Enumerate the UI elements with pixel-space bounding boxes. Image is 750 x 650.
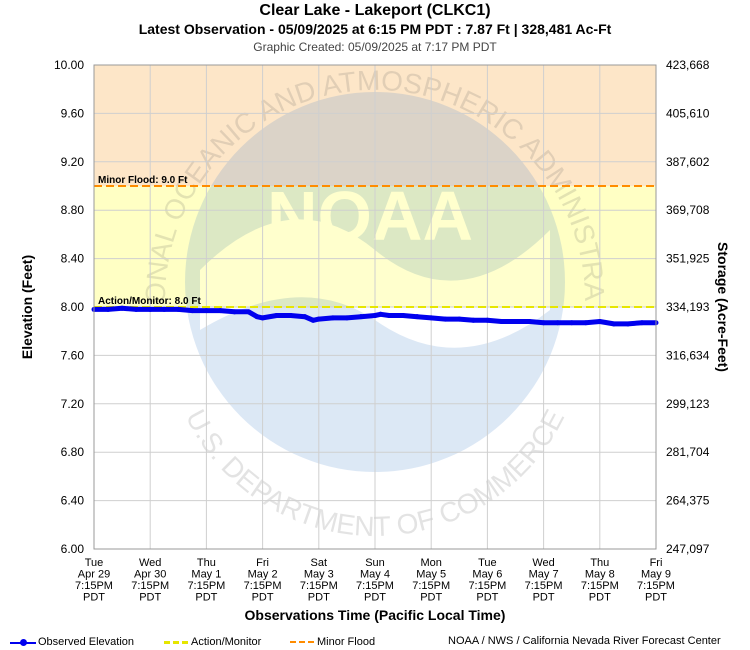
legend-observed-dot — [20, 639, 27, 646]
observed-point — [414, 314, 420, 320]
y2-tick-label: 423,668 — [666, 58, 710, 72]
observed-point — [288, 312, 294, 318]
y-tick-label: 8.40 — [61, 252, 85, 266]
observed-point — [378, 311, 384, 317]
y-tick-label: 6.00 — [61, 542, 85, 556]
threshold-label: Minor Flood: 9.0 Ft — [98, 175, 188, 186]
observed-point — [555, 320, 561, 326]
observed-point — [386, 312, 392, 318]
observed-point — [133, 306, 139, 312]
observed-point — [274, 312, 280, 318]
plot-frame — [93, 64, 657, 550]
observed-point — [260, 315, 266, 321]
observed-point — [330, 315, 336, 321]
observed-point — [442, 316, 448, 322]
observed-point — [484, 317, 490, 323]
observed-point — [428, 315, 434, 321]
observed-point — [232, 309, 237, 315]
y2-tick-label: 387,602 — [666, 155, 710, 169]
graphic-created-text: Graphic Created: 05/09/2025 at 7:17 PM P… — [253, 40, 497, 54]
observed-point — [175, 306, 181, 312]
legend-action-label: Action/Monitor — [191, 636, 262, 648]
x-tick-label: Sat May 3 7:15PM PDT — [300, 557, 338, 604]
y2-tick-label: 369,708 — [666, 203, 710, 217]
y-axis-title: Elevation (Feet) — [19, 255, 35, 359]
y2-axis-title: Storage (Acre-Feet) — [715, 242, 731, 372]
observed-point — [105, 306, 111, 312]
y2-tick-label: 247,097 — [666, 542, 710, 556]
credit-text: NOAA / NWS / California Nevada River For… — [448, 635, 721, 647]
y2-tick-label: 281,704 — [666, 445, 710, 459]
observed-point — [639, 320, 645, 326]
observed-point — [344, 315, 350, 321]
y-tick-label: 6.40 — [61, 494, 85, 508]
observed-point — [119, 305, 125, 311]
x-tick-label: Thu May 8 7:15PM PDT — [581, 557, 619, 604]
observed-point — [147, 306, 153, 312]
y-tick-label: 8.80 — [61, 203, 85, 217]
axes: 6.00 247,097 6.40 264,375 6.80 281,704 7.20 299… — [54, 58, 710, 604]
y-tick-label: 10.00 — [54, 58, 84, 72]
y-tick-label: 8.00 — [61, 300, 85, 314]
observed-point — [470, 317, 476, 323]
observed-point — [358, 314, 364, 320]
legend: Observed Elevation Action/Monitor Minor … — [10, 635, 750, 650]
y-tick-label: 7.60 — [61, 348, 85, 362]
observed-point — [302, 314, 308, 320]
observed-point — [316, 316, 322, 322]
observed-point — [597, 319, 603, 325]
observed-point — [217, 308, 223, 314]
y-tick-label: 9.60 — [61, 106, 85, 120]
observed-point — [569, 320, 575, 326]
observed-point — [527, 319, 533, 325]
legend-action-marker — [164, 641, 188, 644]
y2-tick-label: 405,610 — [666, 106, 710, 120]
threshold-lines: Minor Flood: 9.0 Ft Action/Monitor: 8.0 F… — [94, 175, 656, 308]
legend-flood-label: Minor Flood — [317, 636, 376, 648]
y2-tick-label: 264,375 — [666, 494, 710, 508]
x-tick-label: Fri May 2 7:15PM PDT — [244, 557, 282, 604]
latest-observation-subtitle: Latest Observation - 05/09/2025 at 6:15 … — [138, 21, 612, 37]
x-tick-label: Wed Apr 30 7:15PM PDT — [131, 557, 169, 604]
legend-flood-marker — [290, 641, 314, 643]
observed-point — [498, 319, 504, 325]
observed-point — [254, 314, 260, 320]
legend-observed-label: Observed Elevation — [38, 636, 134, 648]
x-tick-label: Thu May 1 7:15PM PDT — [187, 557, 225, 604]
x-tick-label: Wed May 7 7:15PM PDT — [525, 557, 563, 604]
chart-title: Clear Lake - Lakeport (CLKC1) — [259, 2, 491, 19]
x-axis-title: Observations Time (Pacific Local Time) — [245, 607, 506, 623]
observed-point — [372, 312, 378, 318]
x-tick-label: Tue Apr 29 7:15PM PDT — [75, 557, 113, 604]
observed-point — [161, 306, 167, 312]
observed-point — [541, 320, 547, 326]
observed-point — [625, 321, 631, 327]
x-tick-label: Sun May 4 7:15PM PDT — [356, 557, 394, 604]
y2-tick-label: 351,925 — [666, 252, 710, 266]
y2-tick-label: 316,634 — [666, 348, 710, 362]
x-tick-label: Tue May 6 7:15PM PDT — [468, 557, 506, 604]
y-tick-label: 6.80 — [61, 445, 85, 459]
x-tick-label: Mon May 5 7:15PM PDT — [412, 557, 450, 604]
x-tick-label: Fri May 9 7:15PM PDT — [637, 557, 675, 604]
y2-tick-label: 334,193 — [666, 300, 710, 314]
observed-point — [583, 320, 589, 326]
observed-point — [246, 309, 252, 315]
y-tick-label: 9.20 — [61, 155, 85, 169]
observed-point — [456, 316, 462, 322]
y-tick-label: 7.20 — [61, 397, 85, 411]
noaa-logo-text: NOAA — [267, 177, 473, 255]
threshold-label: Action/Monitor: 8.0 Ft — [98, 296, 201, 307]
observed-point — [203, 308, 209, 314]
y2-tick-label: 299,123 — [666, 397, 710, 411]
observed-point — [310, 317, 316, 323]
observed-point — [513, 319, 518, 325]
observed-point — [400, 312, 406, 318]
observed-point — [189, 308, 195, 314]
observed-point — [611, 321, 617, 327]
